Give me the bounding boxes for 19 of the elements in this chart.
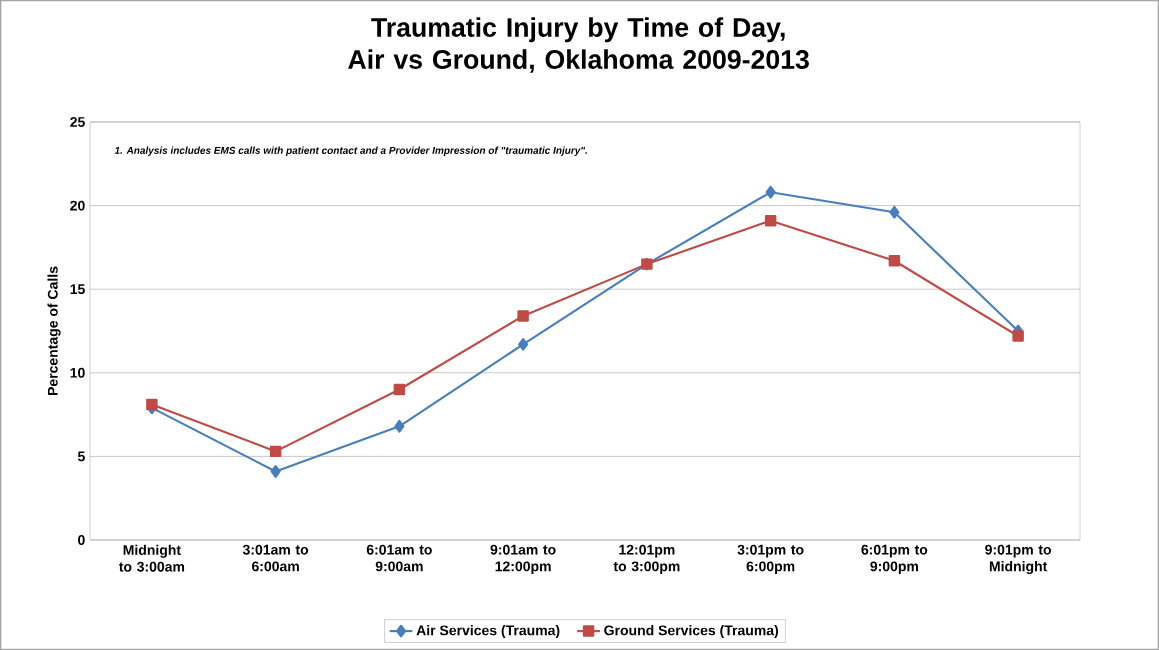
y-tick-label: 25 <box>70 117 85 127</box>
y-tick-label: 10 <box>70 367 85 378</box>
y-tick-label: 20 <box>70 200 85 211</box>
y-tick-label: 15 <box>70 284 85 295</box>
chart-title: Traumatic Injury by Time of Day, Air vs Ground, Oklahoma 2009-2013 <box>348 17 809 73</box>
annotation: 1. Analysis includes EMS calls with patient contact and a Provider Impression of "traumatic Injury". <box>114 146 587 156</box>
y-tick-label: 5 <box>77 451 85 462</box>
y-axis-title: Percentage of Calls <box>47 266 61 396</box>
x-tick-label: 6:01am to 9:00am <box>366 544 432 572</box>
x-tick-label: 9:01am to 12:00pm <box>490 544 556 575</box>
x-tick-label: 9:01pm to Midnight <box>985 544 1052 575</box>
y-tick-label: 0 <box>78 535 85 545</box>
x-tick-label: 12:01pm to 3:00pm <box>613 544 680 575</box>
x-tick-label: 3:01pm to 6:00pm <box>737 544 804 575</box>
x-tick-label: Midnight to 3:00am <box>118 544 185 572</box>
legend-label: Ground Services (Trauma) <box>604 625 779 639</box>
x-tick-label: 6:01pm to 9:00pm <box>861 544 928 575</box>
legend-label: Air Services (Trauma) <box>416 625 560 639</box>
x-tick-label: 3:01am to 6:00am <box>242 544 309 572</box>
